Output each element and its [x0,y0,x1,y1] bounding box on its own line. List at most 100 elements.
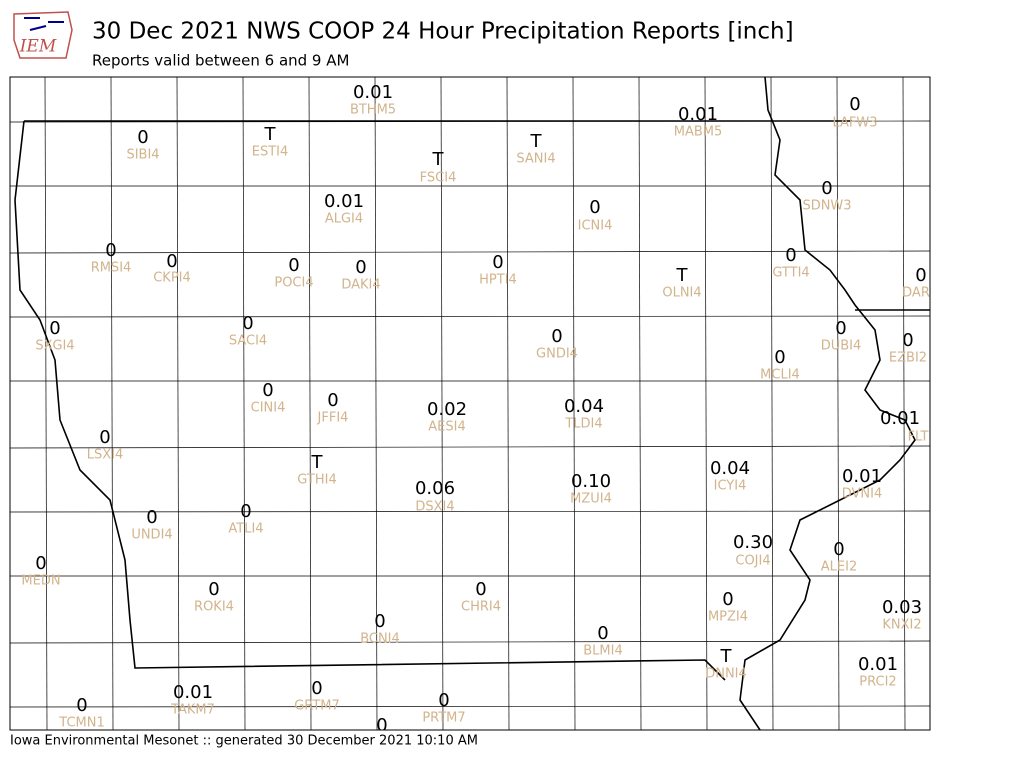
station-value: 0 [722,589,733,610]
station-value: 0 [166,251,177,272]
station-value: 0 [915,265,926,286]
station-id: HPTI4 [479,273,517,288]
county-line [44,77,48,730]
station-value: 0.06 [415,478,455,499]
station-value: 0 [438,690,449,711]
station-value: 0 [849,94,860,115]
station-id: ALEI2 [821,560,857,575]
station-id: ESTI4 [252,145,289,160]
station-id: ROKI4 [194,600,234,615]
station-id: AESI4 [428,420,465,435]
station-id: MZUI4 [570,492,612,507]
station-id: SACI4 [229,334,267,349]
river-border [739,77,916,730]
logo-text: IEM [19,37,57,57]
station-id: MABM5 [674,125,723,140]
station-id: SDNW3 [802,199,851,214]
station-value: 0 [262,380,273,401]
station-id: ICNI4 [578,219,613,234]
station-id: EZBI2 [889,351,927,366]
county-line [110,77,114,730]
station-id: MCLI4 [760,368,800,383]
station-value: 0 [146,507,157,528]
station-value: 0.01 [678,104,718,125]
station-id: FSCI4 [420,171,457,186]
station-id: ICYI4 [714,479,747,494]
county-line [506,77,510,730]
station-value: 0.01 [842,466,882,487]
station-value: T [720,646,733,667]
station-id: MEDN [21,574,60,589]
station-id: BTHM5 [350,103,396,118]
station-id: GTTI4 [772,266,809,281]
county-line [10,705,930,708]
footer: Iowa Environmental Mesonet :: generated … [10,734,478,749]
station-value: 0.01 [173,682,213,703]
station-id: DVNI4 [842,487,883,502]
station-id: SIBI4 [126,148,159,163]
station-value: T [311,452,324,473]
station-value: T [432,149,445,170]
station-id: ATLI4 [228,522,263,537]
station-value: 0.04 [710,458,750,479]
station-value: 0 [551,326,562,347]
county-line [176,77,180,730]
county-line [10,640,930,644]
station-id: DAR [902,286,930,301]
station-value: 0 [475,579,486,600]
station-value: 0 [76,695,87,716]
station-id: ALGI4 [325,212,363,227]
logo-mark [24,17,64,31]
station-value: 0.10 [571,471,611,492]
county-line [10,445,930,449]
station-id: SXGI4 [35,339,74,354]
station-value: 0 [99,427,110,448]
logo-outline [13,11,73,59]
station-id: GTHI4 [297,473,336,488]
station-value: 0.01 [353,82,393,103]
county-line [308,77,312,730]
county-line [638,77,642,730]
map-frame [9,76,931,731]
station-id: GNDI4 [536,347,578,362]
county-line [770,77,774,730]
map-area [10,77,930,730]
county-line [10,315,930,318]
station-value: 0 [49,318,60,339]
county-line [836,77,840,730]
station-value: 0 [785,245,796,266]
station-value: 0 [327,390,338,411]
station-value: 0 [208,579,219,600]
station-id: PRTM7 [422,711,465,726]
station-value: T [676,265,689,286]
station-value: 0.01 [324,191,364,212]
station-value: 0 [597,623,608,644]
station-id: CINI4 [251,401,286,416]
station-id: DAKI4 [341,278,380,293]
station-value: 0 [492,252,503,273]
station-value: T [264,124,277,145]
station-id: SANI4 [516,152,555,167]
logo: IEM [13,11,73,59]
station-id: LSXI4 [87,448,124,463]
station-id: CHRI4 [461,600,501,615]
station-value: 0 [242,313,253,334]
station-value: 0 [137,127,148,148]
station-id: CKPI4 [153,271,191,286]
station-id: MPZI4 [708,610,748,625]
station-id: GRTM7 [294,699,340,714]
station-value: T [530,131,543,152]
station-id: DUBI4 [821,339,862,354]
station-value: 0 [311,678,322,699]
station-id: DNNI4 [705,667,747,682]
station-id: DSXI4 [415,500,454,515]
station-value: 0 [35,553,46,574]
map-title: 30 Dec 2021 NWS COOP 24 Hour Precipitati… [92,19,794,45]
station-value: 0 [902,330,913,351]
station-value: 0.01 [858,654,898,675]
station-id: TCMN1 [58,716,104,731]
station-value: 0.01 [880,408,920,429]
station-id: POCI4 [274,276,313,291]
